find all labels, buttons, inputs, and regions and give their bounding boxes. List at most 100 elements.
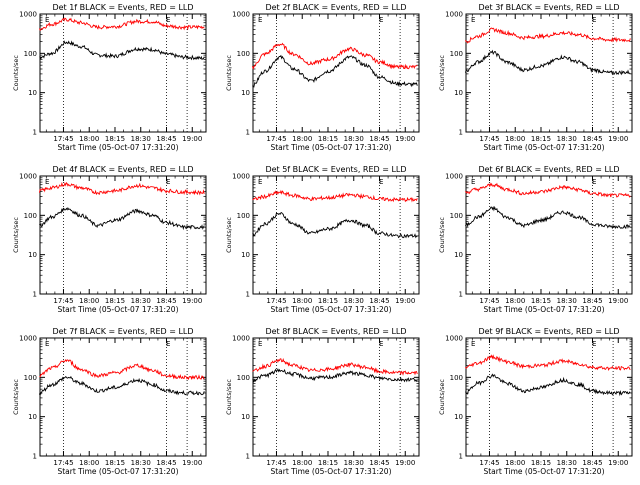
y-tick-label: 10 bbox=[28, 413, 37, 421]
detector-panel-1: Det 1f BLACK = Events, RED = LLD 1 10 100 10… bbox=[12, 3, 207, 152]
x-tick-label: 18:45 bbox=[582, 297, 602, 305]
series-line-lld bbox=[465, 182, 631, 198]
x-tick-label: 18:30 bbox=[344, 135, 364, 143]
x-tick-label: 18:00 bbox=[505, 135, 525, 143]
detector-panel-7: Det 7f BLACK = Events, RED = LLD 1 10 100 10… bbox=[12, 327, 207, 476]
y-tick-label: 1 bbox=[33, 291, 37, 299]
y-tick-label: 10 bbox=[28, 89, 37, 97]
y-tick-label: 1000 bbox=[19, 335, 37, 343]
y-axis-label: Counts/sec bbox=[12, 379, 20, 415]
detector-panel-8: Det 8f BLACK = Events, RED = LLD 1 10 100 10… bbox=[225, 327, 420, 476]
x-tick-label: 18:45 bbox=[582, 135, 602, 143]
y-axis-label: Counts/sec bbox=[438, 55, 446, 91]
series-line-lld bbox=[251, 42, 418, 70]
y-tick-label: 10 bbox=[241, 89, 250, 97]
y-tick-label: 1 bbox=[246, 291, 250, 299]
x-tick-label: 18:00 bbox=[505, 459, 525, 467]
plot-frame bbox=[465, 337, 633, 457]
series-line-events bbox=[39, 206, 205, 231]
x-tick-label: 18:30 bbox=[344, 459, 364, 467]
x-tick-label: 17:45 bbox=[479, 297, 499, 305]
x-axis-label: Start Time (05-Oct-07 17:31:20) bbox=[483, 143, 604, 152]
detector-panel-2: Det 2f BLACK = Events, RED = LLD 1 10 100 10… bbox=[225, 3, 420, 152]
y-tick-label: 100 bbox=[450, 374, 463, 382]
x-tick-label: 19:00 bbox=[182, 297, 202, 305]
series-line-events bbox=[465, 373, 631, 397]
x-tick-label: 18:45 bbox=[156, 297, 176, 305]
x-tick-label: 18:00 bbox=[292, 459, 312, 467]
plot-frame bbox=[252, 175, 420, 295]
x-tick-label: 18:30 bbox=[131, 135, 151, 143]
y-tick-label: 1000 bbox=[19, 11, 37, 19]
y-axis-label: Counts/sec bbox=[225, 55, 233, 91]
y-tick-label: 1000 bbox=[445, 335, 463, 343]
series-line-lld bbox=[252, 189, 418, 203]
panel-title: Det 5f BLACK = Events, RED = LLD bbox=[265, 165, 406, 174]
x-tick-label: 18:30 bbox=[557, 135, 577, 143]
y-tick-label: 10 bbox=[241, 413, 250, 421]
y-tick-label: 10 bbox=[454, 413, 463, 421]
top-mark-e: E bbox=[592, 16, 596, 24]
y-tick-label: 1 bbox=[459, 453, 463, 461]
detector-panel-9: Det 9f BLACK = Events, RED = LLD 1 10 100 10… bbox=[438, 327, 633, 476]
y-tick-label: 100 bbox=[450, 212, 463, 220]
x-tick-label: 18:15 bbox=[318, 297, 338, 305]
y-tick-label: 1 bbox=[459, 129, 463, 137]
y-tick-label: 100 bbox=[24, 212, 37, 220]
plot-frame bbox=[252, 13, 420, 133]
x-tick-label: 18:00 bbox=[505, 297, 525, 305]
series-line-lld bbox=[252, 358, 418, 376]
top-mark-e: E bbox=[592, 340, 596, 348]
plot-frame bbox=[252, 337, 420, 457]
series-line-lld bbox=[38, 181, 205, 196]
x-tick-label: 18:00 bbox=[79, 135, 99, 143]
y-axis-label: Counts/sec bbox=[12, 55, 20, 91]
y-tick-label: 1 bbox=[459, 291, 463, 299]
x-axis-label: Start Time (05-Oct-07 17:31:20) bbox=[57, 305, 178, 314]
y-axis-label: Counts/sec bbox=[225, 379, 233, 415]
x-tick-label: 17:45 bbox=[479, 459, 499, 467]
y-tick-label: 1 bbox=[246, 453, 250, 461]
y-tick-label: 1 bbox=[33, 129, 37, 137]
top-mark-e: E bbox=[166, 340, 170, 348]
x-axis-label: Start Time (05-Oct-07 17:31:20) bbox=[270, 305, 391, 314]
x-tick-label: 17:45 bbox=[266, 135, 286, 143]
y-tick-label: 10 bbox=[28, 251, 37, 259]
x-tick-label: 18:30 bbox=[557, 459, 577, 467]
plot-frame bbox=[39, 337, 207, 457]
top-mark-e: E bbox=[258, 16, 262, 24]
x-tick-label: 18:45 bbox=[156, 135, 176, 143]
plot-frame bbox=[39, 13, 207, 133]
y-tick-label: 100 bbox=[450, 50, 463, 58]
top-mark-e: E bbox=[258, 178, 262, 186]
top-mark-e: E bbox=[45, 340, 49, 348]
x-tick-label: 18:15 bbox=[531, 459, 551, 467]
x-axis-label: Start Time (05-Oct-07 17:31:20) bbox=[57, 143, 178, 152]
top-mark-e: E bbox=[471, 340, 475, 348]
x-tick-label: 18:15 bbox=[531, 135, 551, 143]
x-tick-label: 18:45 bbox=[369, 459, 389, 467]
series-line-events bbox=[465, 205, 631, 230]
y-tick-label: 1000 bbox=[445, 11, 463, 19]
detector-panel-6: Det 6f BLACK = Events, RED = LLD 1 10 100 10… bbox=[438, 165, 633, 314]
y-tick-label: 100 bbox=[237, 374, 250, 382]
x-tick-label: 17:45 bbox=[53, 459, 73, 467]
detector-panel-5: Det 5f BLACK = Events, RED = LLD 1 10 100 10… bbox=[225, 165, 420, 314]
detector-panel-3: Det 3f BLACK = Events, RED = LLD 1 10 100 10… bbox=[438, 3, 633, 152]
x-tick-label: 18:00 bbox=[79, 297, 99, 305]
plot-frame bbox=[465, 175, 633, 295]
x-tick-label: 19:00 bbox=[182, 135, 202, 143]
top-mark-e: E bbox=[471, 16, 475, 24]
y-tick-label: 10 bbox=[241, 251, 250, 259]
series-line-events bbox=[38, 375, 205, 396]
y-axis-label: Counts/sec bbox=[12, 217, 20, 253]
top-mark-e: E bbox=[258, 340, 262, 348]
top-mark-e: E bbox=[166, 178, 170, 186]
series-line-lld bbox=[39, 359, 205, 381]
y-axis-label: Counts/sec bbox=[438, 379, 446, 415]
panel-title: Det 3f BLACK = Events, RED = LLD bbox=[478, 3, 619, 12]
x-tick-label: 18:15 bbox=[105, 135, 125, 143]
plot-frame bbox=[39, 175, 207, 295]
